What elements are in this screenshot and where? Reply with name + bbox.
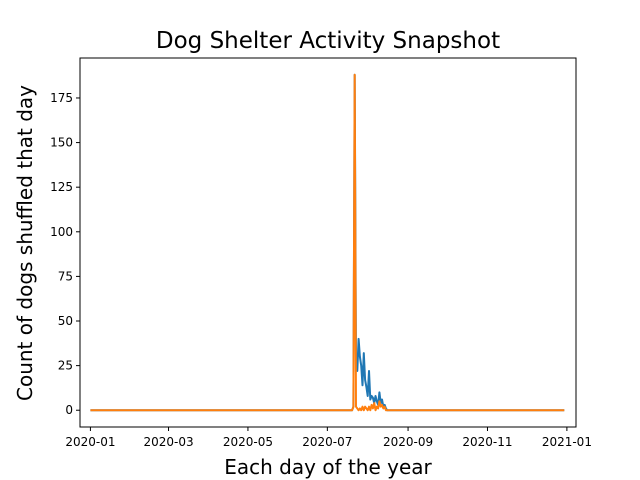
chart-title: Dog Shelter Activity Snapshot (156, 28, 500, 54)
x-tick-label-7: 2021-01 (542, 435, 592, 449)
plot-frame (79, 57, 577, 428)
y-tick-label-2: 25 (58, 359, 73, 373)
x-axis-label: Each day of the year (224, 455, 432, 479)
y-tick-label-7: 150 (50, 136, 73, 150)
y-tick-label-3: 50 (58, 314, 73, 328)
x-tick-label-4: 2020-07 (302, 435, 352, 449)
x-tick-label-1: 2020-01 (65, 435, 115, 449)
y-tick-label-5: 100 (50, 225, 73, 239)
y-axis-label: Count of dogs shuffled that day (13, 85, 37, 401)
y-tick-label-1: 0 (65, 403, 73, 417)
series-line-1 (90, 73, 565, 412)
plot-series (90, 73, 565, 412)
x-tick-label-5: 2020-09 (383, 435, 433, 449)
series-line-2 (90, 73, 565, 412)
x-tick-label-6: 2020-11 (462, 435, 512, 449)
y-tick-label-6: 125 (50, 180, 73, 194)
y-axis-ticks: 0 25 50 75 100 125 150 175 (50, 91, 80, 417)
x-tick-label-3: 2020-05 (223, 435, 273, 449)
x-tick-label-2: 2020-03 (143, 435, 193, 449)
x-axis-ticks: 2020-01 2020-03 2020-05 2020-07 2020-09 2020-… (65, 427, 592, 449)
y-tick-label-8: 175 (50, 91, 73, 105)
y-tick-label-4: 75 (58, 269, 73, 283)
